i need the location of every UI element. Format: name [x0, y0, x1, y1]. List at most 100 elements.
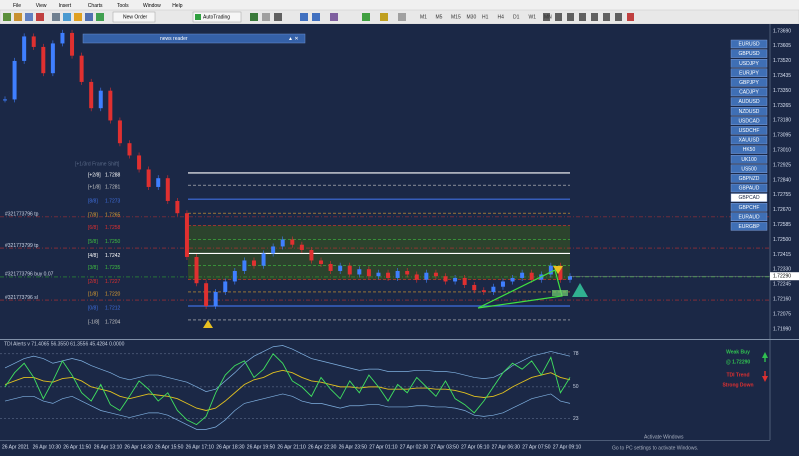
- candle: [3, 99, 7, 101]
- symbol-label[interactable]: GBPCHF: [739, 205, 760, 211]
- symbol-label[interactable]: GBPAUD: [739, 186, 760, 192]
- symbol-button[interactable]: [730, 97, 768, 106]
- auto-trading-button[interactable]: AutoTrading: [203, 14, 230, 20]
- symbol-label[interactable]: UK100: [741, 157, 757, 163]
- symbol-label[interactable]: USDCAD: [738, 118, 760, 124]
- symbol-label[interactable]: GBPNZD: [739, 176, 760, 182]
- candle: [31, 36, 36, 47]
- candle: [213, 291, 218, 306]
- level-name: [6/8]: [88, 225, 98, 231]
- symbol-button[interactable]: [730, 116, 768, 126]
- candle: [165, 178, 170, 201]
- menu-item[interactable]: Tools: [117, 3, 129, 9]
- menu-item[interactable]: Help: [172, 3, 183, 9]
- symbol-button[interactable]: [730, 154, 768, 164]
- candle: [184, 213, 189, 257]
- symbol-label[interactable]: GBPUSD: [738, 51, 760, 57]
- symbol-button[interactable]: [730, 106, 768, 116]
- candle: [194, 256, 199, 284]
- level-name: [2/8]: [88, 279, 98, 285]
- symbol-button[interactable]: [730, 193, 768, 202]
- new-order-button[interactable]: New Order: [123, 14, 148, 20]
- symbol-label[interactable]: NZDUSD: [739, 109, 760, 115]
- symbol-button[interactable]: [730, 59, 768, 68]
- symbol-button[interactable]: [730, 135, 768, 145]
- level-price: 1.7220: [105, 291, 121, 297]
- symbol-button[interactable]: [730, 78, 768, 87]
- indicator-level-label: 50: [573, 384, 579, 390]
- menu-item[interactable]: Window: [143, 3, 161, 9]
- symbol-label[interactable]: GBPCAD: [738, 195, 760, 201]
- symbol-label[interactable]: EURAUD: [738, 214, 760, 220]
- candle: [117, 120, 122, 144]
- order-label: #321773796 sl: [5, 295, 38, 301]
- symbol-button[interactable]: [730, 164, 768, 174]
- menu-item[interactable]: View: [36, 3, 47, 9]
- symbol-label[interactable]: CADJPY: [739, 90, 759, 96]
- symbol-label[interactable]: EURJPY: [739, 70, 759, 76]
- candle: [414, 274, 419, 280]
- symbol-button[interactable]: [730, 68, 768, 78]
- symbol-button[interactable]: [730, 87, 768, 97]
- menu-item[interactable]: Insert: [59, 3, 72, 9]
- candle: [242, 260, 247, 271]
- candle: [137, 155, 142, 170]
- symbol-label[interactable]: XAUUSD: [739, 138, 760, 144]
- symbol-button[interactable]: [730, 49, 768, 58]
- timeframe-button[interactable]: MN: [544, 14, 552, 20]
- news-reader-panel[interactable]: [82, 33, 306, 44]
- price-axis-label: 1.73180: [773, 118, 791, 124]
- candle: [433, 272, 438, 277]
- timeframe-button[interactable]: H4: [498, 14, 505, 20]
- symbol-label[interactable]: AUDUSD: [738, 99, 760, 105]
- candle: [405, 270, 410, 275]
- symbol-label[interactable]: HK50: [743, 147, 756, 153]
- symbol-label[interactable]: USDJPY: [739, 61, 759, 67]
- symbol-label[interactable]: EURGBP: [738, 224, 760, 230]
- candle: [319, 260, 324, 264]
- symbol-button[interactable]: [730, 145, 768, 154]
- timeframe-button[interactable]: M30: [467, 14, 477, 20]
- time-axis-label: 27 Apr 07:50: [522, 444, 551, 450]
- time-axis-label: 26 Apr 2021: [2, 444, 29, 450]
- symbol-button[interactable]: [730, 183, 768, 193]
- level-price: 1.7273: [105, 199, 121, 205]
- symbol-button[interactable]: [730, 126, 768, 135]
- symbol-button[interactable]: [730, 174, 768, 183]
- symbol-button[interactable]: [730, 39, 768, 49]
- timeframe-button[interactable]: M5: [436, 14, 443, 20]
- candle: [529, 272, 534, 280]
- indicator-level-label: 23: [573, 416, 579, 422]
- timeframe-button[interactable]: M1: [420, 14, 427, 20]
- timeframe-button[interactable]: W1: [529, 14, 537, 20]
- time-axis-label: 26 Apr 22:30: [308, 444, 337, 450]
- timeframe-button[interactable]: D1: [513, 14, 520, 20]
- candle: [232, 270, 237, 282]
- symbol-label[interactable]: US500: [741, 166, 757, 172]
- trend-status: Strong Down: [722, 382, 753, 388]
- timeframe-button[interactable]: M15: [451, 14, 461, 20]
- menu-item[interactable]: File: [13, 3, 21, 9]
- symbol-button[interactable]: [730, 202, 768, 212]
- menu-bar: [0, 0, 799, 10]
- down-arrow-stem: [764, 371, 766, 376]
- symbol-button[interactable]: [730, 212, 768, 222]
- timeframe-button[interactable]: H1: [482, 14, 489, 20]
- price-axis-label: 1.73605: [773, 43, 791, 49]
- time-axis-label: 27 Apr 03:50: [430, 444, 459, 450]
- level-name: [8/8]: [88, 199, 98, 205]
- current-price-label: 1.72290: [773, 274, 791, 280]
- candle: [548, 265, 553, 275]
- menu-item[interactable]: Charts: [88, 3, 103, 9]
- order-label: #321773796 tp: [5, 212, 39, 218]
- news-reader-controls[interactable]: ▲ ✕: [288, 36, 299, 42]
- symbol-label[interactable]: EURUSD: [738, 42, 760, 48]
- symbol-label[interactable]: GBPJPY: [739, 80, 759, 86]
- symbol-label[interactable]: USDCHF: [739, 128, 760, 134]
- candle: [491, 286, 496, 292]
- candle: [70, 32, 75, 56]
- symbol-button[interactable]: [730, 222, 768, 231]
- price-axis-label: 1.72670: [773, 207, 791, 213]
- level-price: 1.7204: [105, 319, 121, 325]
